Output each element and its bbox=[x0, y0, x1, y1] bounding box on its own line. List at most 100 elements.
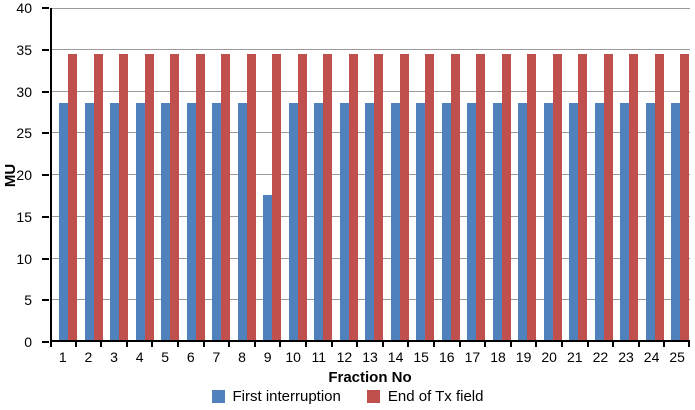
x-tickmark-19 bbox=[535, 342, 538, 347]
bar-group-19 bbox=[511, 8, 537, 340]
bar-group-4 bbox=[129, 8, 155, 340]
bar-first-interruption-17 bbox=[467, 102, 477, 340]
y-tick-label-15: 15 bbox=[16, 208, 32, 225]
bar-first-interruption-7 bbox=[212, 102, 222, 340]
bar-end-of-tx-field-21 bbox=[578, 53, 588, 340]
y-tickmark-30 bbox=[42, 90, 49, 93]
bar-end-of-tx-field-15 bbox=[425, 53, 435, 340]
bar-first-interruption-24 bbox=[645, 102, 655, 340]
y-axis-tickmarks bbox=[42, 7, 49, 343]
bar-end-of-tx-field-19 bbox=[527, 53, 537, 340]
x-tick-label-21: 21 bbox=[567, 349, 583, 365]
x-tickmark-15 bbox=[433, 342, 435, 347]
bar-group-12 bbox=[333, 8, 359, 340]
bar-first-interruption-11 bbox=[314, 102, 324, 340]
bar-first-interruption-6 bbox=[186, 102, 196, 340]
x-tickmark-21 bbox=[586, 342, 589, 347]
x-tickmark-9 bbox=[279, 342, 282, 347]
bar-first-interruption-5 bbox=[161, 102, 171, 340]
bar-group-22 bbox=[588, 8, 614, 340]
x-tick-label-6: 6 bbox=[186, 349, 195, 365]
bar-group-11 bbox=[307, 8, 333, 340]
y-tickmark-5 bbox=[42, 299, 49, 302]
x-tick-label-10: 10 bbox=[285, 349, 301, 365]
bar-group-23 bbox=[613, 8, 639, 340]
bar-group-5 bbox=[154, 8, 180, 340]
bar-group-21 bbox=[562, 8, 588, 340]
bar-first-interruption-15 bbox=[416, 102, 426, 340]
bar-end-of-tx-field-3 bbox=[119, 53, 129, 340]
bar-first-interruption-9 bbox=[263, 194, 273, 340]
bar-end-of-tx-field-16 bbox=[450, 53, 460, 340]
x-tick-label-9: 9 bbox=[263, 349, 272, 365]
x-tick-label-11: 11 bbox=[311, 349, 327, 365]
y-tick-label-20: 20 bbox=[16, 167, 32, 183]
bar-first-interruption-10 bbox=[288, 102, 298, 340]
x-tickmark-20 bbox=[561, 342, 563, 347]
x-tick-label-20: 20 bbox=[541, 349, 557, 365]
x-tickmark-6 bbox=[202, 342, 205, 347]
x-tick-label-1: 1 bbox=[58, 349, 67, 365]
bar-end-of-tx-field-23 bbox=[629, 53, 639, 340]
bar-end-of-tx-field-5 bbox=[170, 53, 180, 340]
bar-group-2 bbox=[78, 8, 104, 340]
x-tick-label-2: 2 bbox=[84, 349, 93, 365]
bar-group-18 bbox=[486, 8, 512, 340]
x-tick-label-5: 5 bbox=[161, 349, 170, 365]
bar-first-interruption-4 bbox=[135, 102, 145, 340]
y-tick-label-5: 5 bbox=[24, 292, 32, 309]
bar-group-6 bbox=[180, 8, 206, 340]
bar-end-of-tx-field-17 bbox=[476, 53, 486, 340]
bar-group-14 bbox=[384, 8, 410, 340]
x-tick-label-13: 13 bbox=[362, 349, 378, 365]
bar-end-of-tx-field-25 bbox=[680, 53, 690, 340]
y-tick-label-0: 0 bbox=[24, 334, 32, 350]
bar-end-of-tx-field-6 bbox=[195, 53, 205, 340]
bar-group-13 bbox=[358, 8, 384, 340]
x-tickmark-0 bbox=[50, 342, 52, 347]
bar-end-of-tx-field-22 bbox=[603, 53, 613, 340]
bar-first-interruption-12 bbox=[339, 102, 349, 340]
bar-end-of-tx-field-24 bbox=[654, 53, 664, 340]
legend-item-end-of-tx-field: End of Tx field bbox=[366, 388, 484, 405]
bar-first-interruption-14 bbox=[390, 102, 400, 340]
bar-group-25 bbox=[664, 8, 690, 340]
x-tickmark-10 bbox=[305, 342, 307, 347]
y-tickmark-15 bbox=[42, 215, 49, 218]
y-tickmark-40 bbox=[42, 7, 49, 9]
gridline-40 bbox=[52, 8, 690, 9]
x-tickmark-2 bbox=[100, 342, 103, 347]
bar-first-interruption-20 bbox=[543, 102, 553, 340]
bar-first-interruption-25 bbox=[671, 102, 681, 340]
legend-item-first-interruption: First interruption bbox=[211, 388, 341, 405]
x-tick-label-24: 24 bbox=[643, 349, 660, 365]
bar-end-of-tx-field-18 bbox=[501, 53, 511, 340]
x-tickmark-7 bbox=[228, 342, 231, 347]
bar-group-10 bbox=[282, 8, 308, 340]
x-tick-label-15: 15 bbox=[413, 349, 429, 365]
x-axis-title: Fraction No bbox=[328, 369, 412, 386]
x-tickmark-1 bbox=[74, 342, 77, 347]
x-tick-label-4: 4 bbox=[135, 349, 144, 365]
y-tick-label-25: 25 bbox=[16, 125, 32, 142]
bar-end-of-tx-field-11 bbox=[323, 53, 333, 340]
x-tick-label-14: 14 bbox=[387, 349, 404, 365]
y-tickmark-35 bbox=[42, 48, 49, 51]
legend: First interruption End of Tx field bbox=[0, 388, 695, 405]
x-tick-label-8: 8 bbox=[238, 349, 246, 365]
bar-end-of-tx-field-12 bbox=[348, 53, 358, 340]
y-tickmark-25 bbox=[42, 132, 49, 135]
bar-end-of-tx-field-20 bbox=[552, 53, 562, 340]
y-tick-label-40: 40 bbox=[16, 0, 32, 16]
x-tickmark-11 bbox=[330, 342, 333, 347]
bar-first-interruption-13 bbox=[365, 102, 375, 340]
bar-group-17 bbox=[460, 8, 486, 340]
x-tickmark-5 bbox=[177, 342, 179, 347]
x-tickmark-17 bbox=[484, 342, 487, 347]
bar-first-interruption-23 bbox=[620, 102, 630, 340]
bar-first-interruption-8 bbox=[237, 102, 247, 340]
x-tickmark-24 bbox=[663, 342, 666, 347]
x-axis-labels: 1 2 3 4 5 6 7 8 9 10 11 12 13 14 15 16 17 18 19 20 21 22 23 24 2… bbox=[50, 350, 690, 366]
bar-group-15 bbox=[409, 8, 435, 340]
